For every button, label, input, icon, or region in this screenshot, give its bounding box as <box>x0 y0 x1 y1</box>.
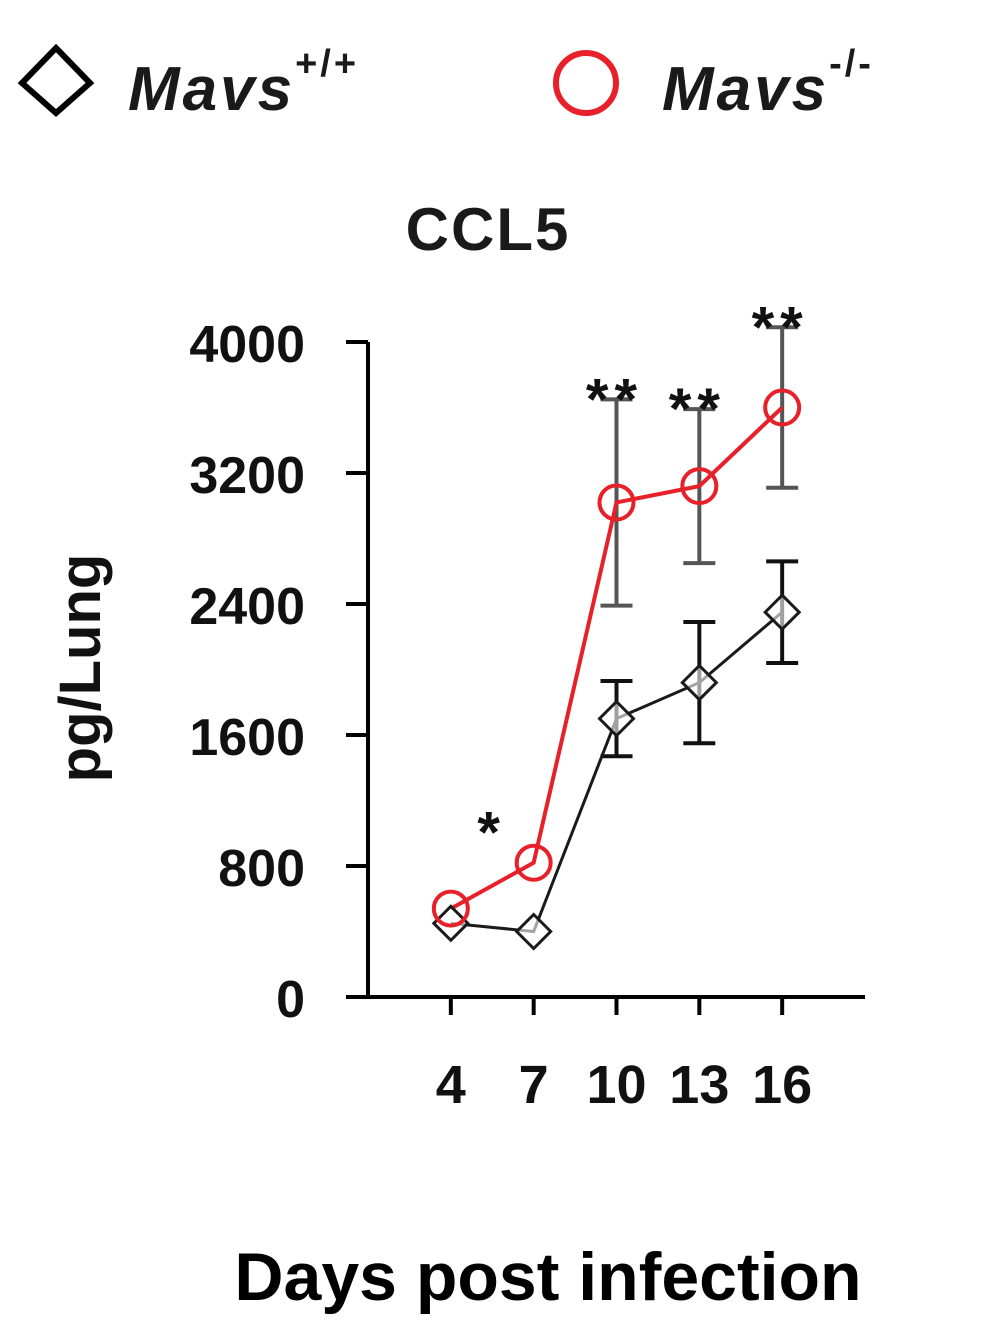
series-line <box>449 406 784 911</box>
x-tick-label: 7 <box>519 1055 549 1115</box>
data-point <box>514 912 553 951</box>
y-tick-label: 0 <box>276 971 305 1029</box>
legend: Mavs+/+ Mavs-/- <box>17 43 874 124</box>
y-tick-label: 2400 <box>189 578 305 636</box>
x-tick-label: 13 <box>669 1055 729 1115</box>
x-tick-label: 4 <box>436 1055 466 1115</box>
x-tick-label: 10 <box>586 1055 646 1115</box>
y-tick-label: 4000 <box>189 316 305 374</box>
data-point <box>514 843 553 882</box>
legend-diamond-marker <box>17 43 95 118</box>
significance-mark: ** <box>669 377 726 442</box>
significance-mark: ** <box>586 367 643 432</box>
x-tick-label: 16 <box>752 1055 812 1115</box>
series-line <box>450 611 784 934</box>
data-point <box>597 483 636 522</box>
data-point <box>680 467 719 506</box>
y-axis-label: pg/Lung <box>48 554 113 783</box>
data-point <box>763 593 802 632</box>
legend-circle-marker <box>553 50 619 116</box>
legend-label-wt-superscript: +/+ <box>295 43 359 85</box>
significance-marks: *** **** <box>477 295 809 866</box>
axes: 0 800 1600 2400 3200 4000 4 7 10 13 16 <box>189 316 865 1115</box>
legend-label-wt-name: Mavs <box>128 55 295 124</box>
legend-item-ko: Mavs-/- <box>553 43 874 124</box>
data-point <box>597 699 636 738</box>
legend-item-wt: Mavs+/+ <box>17 43 359 124</box>
data-point <box>680 663 719 702</box>
data-point <box>431 904 470 943</box>
y-tick-label: 3200 <box>189 447 305 505</box>
significance-mark: * <box>477 801 506 866</box>
legend-label-ko: Mavs-/- <box>662 43 874 124</box>
data-point <box>763 388 802 427</box>
legend-label-ko-superscript: -/- <box>829 43 874 85</box>
y-tick-label: 800 <box>218 840 305 898</box>
y-tick-label: 1600 <box>189 709 305 767</box>
series-markers <box>431 388 802 951</box>
legend-label-wt: Mavs+/+ <box>128 43 359 124</box>
legend-label-ko-name: Mavs <box>662 55 829 124</box>
x-axis-label: Days post infection <box>234 1239 861 1315</box>
significance-mark: ** <box>752 295 809 360</box>
data-point <box>431 889 470 928</box>
chart-title: CCL5 <box>406 196 571 263</box>
